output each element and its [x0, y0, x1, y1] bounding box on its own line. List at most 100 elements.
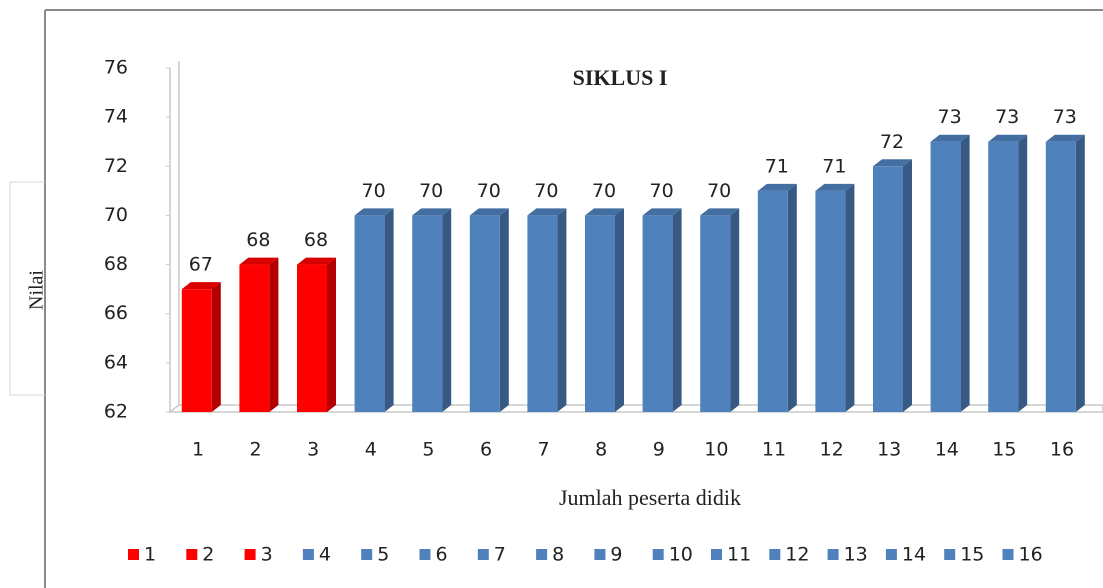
legend-swatch	[302, 549, 314, 560]
y-tick-label: 70	[104, 204, 128, 226]
bar	[412, 208, 452, 412]
bar-side	[615, 208, 624, 412]
bar	[297, 257, 336, 412]
x-tick-label: 13	[877, 439, 901, 461]
bar	[527, 208, 567, 412]
bar-side	[672, 208, 682, 412]
bar-front	[757, 190, 788, 412]
axis-wall	[169, 61, 180, 414]
x-tick-label: 15	[992, 439, 1016, 461]
legend-label: 3	[261, 544, 273, 566]
legend-label: 13	[844, 544, 868, 566]
x-tick-label: 16	[1050, 439, 1074, 461]
bar-top	[527, 208, 567, 216]
legend-label: 9	[610, 544, 622, 566]
legend-label: 1	[144, 544, 156, 566]
data-label: 70	[650, 180, 674, 202]
data-label: 70	[419, 180, 443, 202]
bar-top	[988, 134, 1028, 142]
bar	[930, 134, 970, 412]
bar-side	[903, 159, 912, 412]
legend-swatch	[594, 549, 606, 560]
bar-top	[585, 208, 624, 216]
legend-label: 7	[494, 544, 506, 566]
legend-label: 5	[377, 544, 389, 566]
legend-swatch	[885, 549, 897, 560]
bar-side	[327, 257, 336, 412]
bar-front	[297, 264, 327, 412]
data-label: 70	[477, 180, 501, 202]
data-label: 73	[938, 106, 962, 128]
x-tick-label: 7	[538, 439, 550, 461]
bar-side	[1075, 134, 1085, 412]
bar-front	[239, 264, 270, 412]
bar-front	[1045, 141, 1076, 412]
legend-swatch	[477, 549, 489, 560]
x-tick-label: 10	[704, 439, 728, 461]
bar	[239, 257, 279, 412]
legend-label: 16	[1019, 544, 1043, 566]
x-tick-label: 2	[250, 439, 262, 461]
bar	[700, 208, 740, 412]
x-tick-label: 12	[820, 439, 844, 461]
bar-front	[585, 215, 615, 412]
bar-top	[930, 134, 970, 142]
legend-swatch	[827, 549, 839, 560]
bar-front	[930, 141, 961, 412]
bar-front	[700, 215, 731, 412]
data-label: 73	[1053, 106, 1077, 128]
bar-front	[815, 190, 846, 412]
data-label: 68	[246, 229, 270, 251]
bar	[815, 183, 855, 412]
y-tick-label: 74	[104, 106, 128, 128]
bar-top	[354, 208, 394, 216]
legend-label: 2	[202, 544, 214, 566]
bar-top	[757, 183, 797, 191]
bar-side	[384, 208, 394, 412]
bar-side	[499, 208, 509, 412]
data-label: 71	[765, 155, 789, 177]
bar-top	[1045, 134, 1085, 142]
data-label: 72	[880, 131, 904, 153]
bar-top	[469, 208, 509, 216]
bar-side	[845, 183, 855, 412]
data-label: 70	[707, 180, 731, 202]
legend-label: 11	[727, 544, 751, 566]
x-tick-label: 14	[935, 439, 959, 461]
legend-swatch	[1002, 549, 1014, 560]
bar-side	[211, 282, 221, 412]
legend-swatch	[419, 549, 431, 560]
axis-floor	[170, 404, 1103, 413]
bar-top	[412, 208, 452, 216]
bar-side	[787, 183, 797, 412]
x-axis-label: Jumlah peserta didik	[559, 485, 741, 510]
bar	[988, 134, 1028, 412]
legend-label: 8	[552, 544, 564, 566]
data-label: 68	[304, 229, 328, 251]
data-label: 70	[592, 180, 616, 202]
bar-front	[988, 141, 1019, 412]
bar-side	[960, 134, 970, 412]
bar-front	[873, 166, 903, 412]
bar-front	[527, 215, 558, 412]
data-label: 71	[822, 155, 846, 177]
bar-top	[700, 208, 740, 216]
bar-front	[354, 215, 385, 412]
bar-front	[181, 289, 212, 412]
legend-swatch	[944, 549, 956, 560]
legend-label: 15	[960, 544, 984, 566]
legend-label: 6	[436, 544, 448, 566]
legend-swatch	[186, 549, 198, 560]
y-tick-label: 72	[104, 155, 128, 177]
legend-swatch	[244, 549, 256, 560]
bar-front	[412, 215, 443, 412]
legend-swatch	[769, 549, 781, 560]
bar-top	[297, 257, 336, 265]
bar	[469, 208, 509, 412]
legend-swatch	[536, 549, 548, 560]
x-tick-label: 5	[422, 439, 434, 461]
legend-label: 14	[902, 544, 926, 566]
bar-top	[815, 183, 855, 191]
legend-label: 4	[319, 544, 331, 566]
